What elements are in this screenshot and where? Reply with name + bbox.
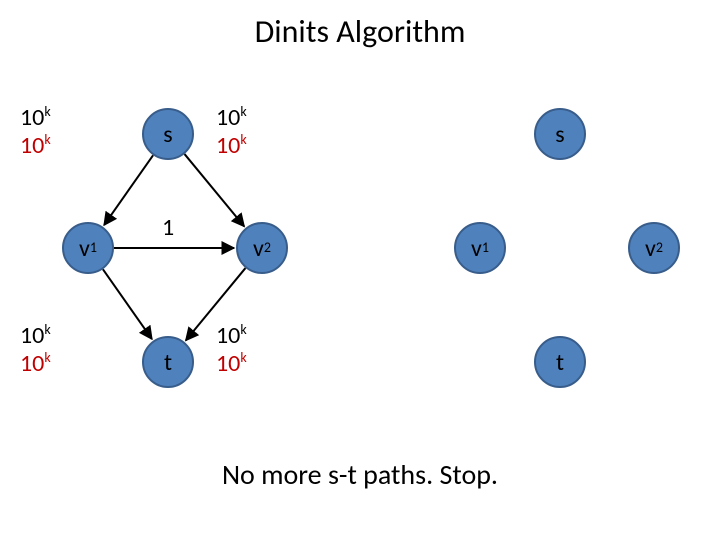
node-left-s: s bbox=[142, 108, 194, 160]
capacity-label-2: 10k10k bbox=[20, 322, 51, 377]
node-right-v2: v2 bbox=[628, 222, 680, 274]
edge-left-s-v1 bbox=[104, 155, 153, 225]
node-left-v1: v1 bbox=[62, 222, 114, 274]
node-right-t: t bbox=[534, 336, 586, 388]
capacity-label-3: 10k10k bbox=[216, 322, 247, 377]
capacity-label-1: 10k10k bbox=[216, 104, 247, 159]
capacity-label-0: 10k10k bbox=[20, 104, 51, 159]
edge-left-v1-t bbox=[103, 269, 152, 339]
edge-weight-v1-v2: 1 bbox=[162, 214, 174, 242]
page-title: Dinits Algorithm bbox=[0, 12, 720, 51]
node-right-v1: v1 bbox=[454, 222, 506, 274]
footer-text: No more s-t paths. Stop. bbox=[0, 457, 720, 492]
node-left-t: t bbox=[142, 336, 194, 388]
node-left-v2: v2 bbox=[236, 222, 288, 274]
edge-left-s-v2 bbox=[185, 154, 245, 226]
node-right-s: s bbox=[534, 108, 586, 160]
